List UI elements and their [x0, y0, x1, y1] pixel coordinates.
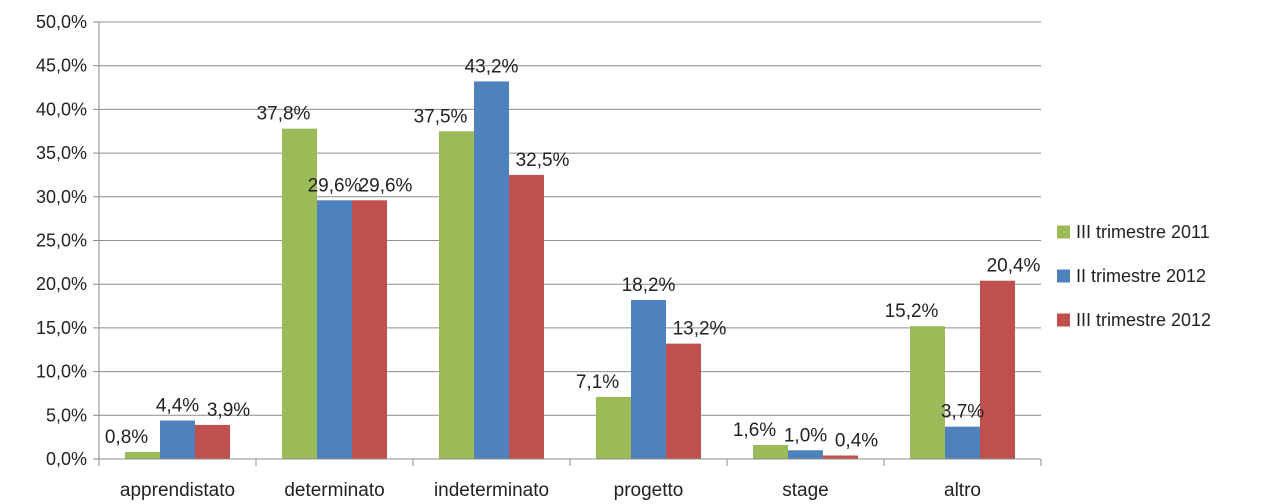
axes [98, 22, 1042, 466]
bar-altro-iii-trimestre-2011 [910, 326, 945, 459]
y-tick-label: 15,0% [36, 318, 87, 338]
x-axis-category-labels: apprendistato determinato indeterminato pro… [120, 480, 981, 501]
y-tick-label: 5,0% [46, 405, 87, 425]
bar-altro-iii-trimestre-2012 [980, 280, 1015, 459]
y-tick-label: 50,0% [36, 12, 87, 32]
data-label: 0,4% [835, 431, 878, 452]
y-tick-label: 45,0% [36, 56, 87, 76]
bar-determinato-iii-trimestre-2011 [282, 128, 317, 460]
data-label: 3,7% [941, 402, 984, 423]
x-category-label: altro [944, 480, 981, 501]
x-category-label: stage [782, 480, 828, 501]
x-category-label: indeterminato [434, 480, 549, 501]
bar-determinato-iii-trimestre-2012 [352, 200, 387, 459]
y-tick-label: 30,0% [36, 187, 87, 207]
bar-indeterminato-iii-trimestre-2011 [439, 131, 474, 459]
y-tick-label: 0,0% [46, 449, 87, 469]
data-label: 15,2% [885, 301, 939, 322]
data-label: 4,4% [156, 396, 199, 417]
bar-stage-ii-trimestre-2012 [788, 450, 823, 459]
bars [125, 81, 1015, 460]
data-label: 32,5% [516, 150, 570, 171]
bar-progetto-iii-trimestre-2011 [596, 396, 631, 459]
bar-apprendistato-ii-trimestre-2012 [160, 420, 195, 459]
bar-progetto-iii-trimestre-2012 [666, 343, 701, 459]
y-axis-tick-labels: 0,0% 5,0% 10,0% 15,0% 20,0% 25,0% 30,0% 35,0% 40… [36, 12, 87, 469]
bar-indeterminato-ii-trimestre-2012 [474, 81, 509, 459]
data-label: 43,2% [465, 56, 519, 77]
data-label: 29,6% [359, 175, 413, 196]
bar-apprendistato-iii-trimestre-2011 [125, 452, 160, 459]
data-label: 37,5% [414, 106, 468, 127]
data-label: 13,2% [673, 319, 727, 340]
data-label: 0,8% [105, 427, 148, 448]
x-category-label: apprendistato [120, 480, 235, 501]
data-labels: 0,8% 4,4% 3,9% 37,8% 29,6%29,6% 37,5% 43,2% 32,… [105, 56, 1041, 451]
legend-swatch [1057, 269, 1070, 283]
data-label: 37,8% [257, 104, 311, 125]
legend: III trimestre 2011 II trimestre 2012 III t… [1057, 222, 1211, 330]
data-label: 1,0% [784, 425, 827, 446]
x-category-label: progetto [614, 480, 684, 501]
y-tick-label: 20,0% [36, 274, 87, 294]
data-label: 29,6% [308, 175, 362, 196]
bar-determinato-ii-trimestre-2012 [317, 200, 352, 459]
bar-stage-iii-trimestre-2011 [753, 445, 788, 459]
data-label: 1,6% [733, 420, 776, 441]
y-tick-label: 35,0% [36, 143, 87, 163]
bar-stage-iii-trimestre-2012 [823, 455, 858, 459]
bar-progetto-ii-trimestre-2012 [631, 299, 666, 459]
legend-swatch [1057, 225, 1070, 239]
y-tick-label: 25,0% [36, 231, 87, 251]
data-label: 7,1% [576, 372, 619, 393]
bar-altro-ii-trimestre-2012 [945, 426, 980, 459]
data-label: 20,4% [987, 256, 1041, 277]
legend-swatch [1057, 313, 1070, 327]
y-tick-label: 10,0% [36, 362, 87, 382]
bar-indeterminato-iii-trimestre-2012 [509, 174, 544, 459]
legend-label: III trimestre 2011 [1076, 222, 1210, 242]
data-label: 18,2% [622, 275, 676, 296]
bar-apprendistato-iii-trimestre-2012 [195, 424, 230, 459]
y-tick-label: 40,0% [36, 99, 87, 119]
legend-label: III trimestre 2012 [1076, 310, 1211, 330]
data-label: 3,9% [207, 400, 250, 421]
gridlines [93, 21, 1041, 460]
x-category-label: determinato [284, 480, 384, 501]
legend-label: II trimestre 2012 [1076, 266, 1206, 286]
